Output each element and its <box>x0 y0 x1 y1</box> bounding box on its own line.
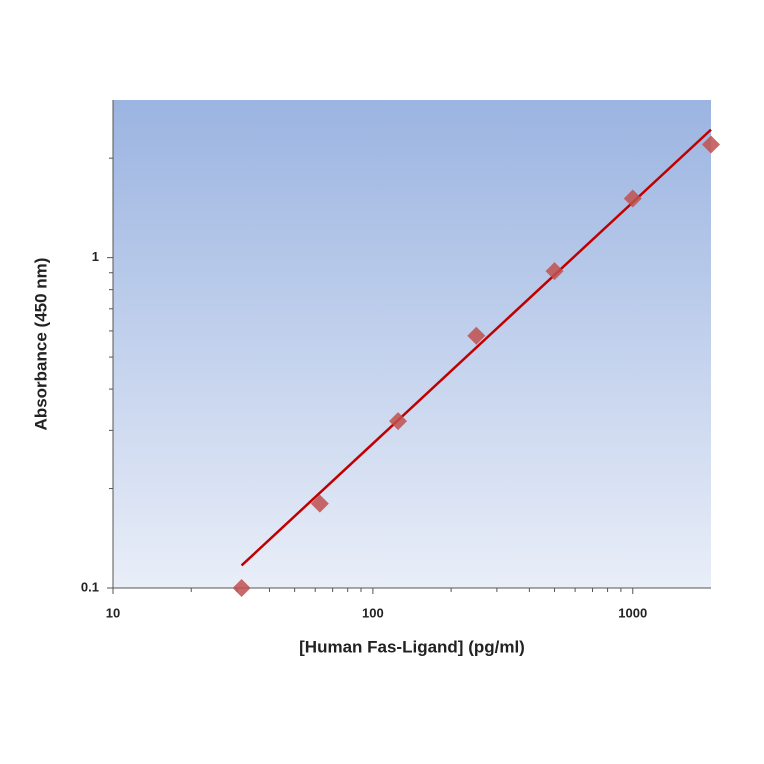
x-tick-label: 1000 <box>618 605 647 620</box>
data-point <box>310 494 329 513</box>
data-point <box>702 135 720 154</box>
y-tick-label: 1 <box>92 249 99 264</box>
data-point <box>389 412 408 431</box>
x-tick-label: 10 <box>106 605 120 620</box>
data-point <box>545 262 564 281</box>
x-tick-label: 100 <box>362 605 384 620</box>
x-axis-title: [Human Fas-Ligand] (pg/ml) <box>299 637 525 656</box>
data-point <box>467 326 486 345</box>
data-point <box>623 189 642 208</box>
data-point <box>232 579 251 597</box>
plot-area <box>113 100 711 588</box>
y-tick-label: 0.1 <box>81 579 99 594</box>
y-axis-title: Absorbance (450 nm) <box>31 258 50 431</box>
